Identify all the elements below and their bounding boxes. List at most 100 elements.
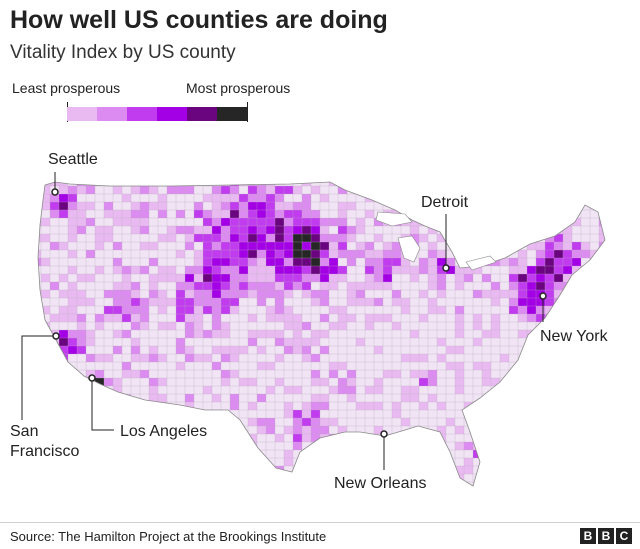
county-cell bbox=[545, 258, 554, 266]
county-cell bbox=[392, 274, 401, 282]
county-cell bbox=[320, 306, 329, 314]
county-cell bbox=[581, 194, 590, 202]
county-cell bbox=[401, 370, 410, 378]
county-cell bbox=[158, 202, 167, 210]
county-cell bbox=[545, 250, 554, 258]
county-cell bbox=[320, 182, 329, 186]
county-cell bbox=[68, 266, 77, 274]
county-cell bbox=[149, 442, 158, 450]
county-cell bbox=[599, 394, 605, 402]
county-cell bbox=[221, 242, 230, 250]
county-cell bbox=[203, 410, 212, 418]
county-cell bbox=[374, 298, 383, 306]
county-cell bbox=[320, 474, 329, 482]
county-cell bbox=[50, 354, 59, 362]
county-cell bbox=[185, 234, 194, 242]
county-cell bbox=[158, 354, 167, 362]
county-cell bbox=[446, 434, 455, 442]
county-cell bbox=[104, 338, 113, 346]
county-cell bbox=[167, 490, 176, 498]
county-cell bbox=[581, 442, 590, 450]
county-cell bbox=[527, 466, 536, 474]
county-cell bbox=[230, 266, 239, 274]
county-cell bbox=[536, 474, 545, 482]
county-cell bbox=[446, 330, 455, 338]
county-cell bbox=[356, 330, 365, 338]
county-cell bbox=[248, 482, 257, 486]
county-cell bbox=[257, 250, 266, 258]
county-cell bbox=[212, 346, 221, 354]
county-cell bbox=[329, 450, 338, 458]
county-cell bbox=[68, 378, 77, 386]
county-cell bbox=[581, 202, 590, 210]
county-cell bbox=[401, 434, 410, 442]
county-cell bbox=[356, 282, 365, 290]
county-cell bbox=[194, 306, 203, 314]
county-cell bbox=[482, 490, 491, 498]
county-cell bbox=[536, 466, 545, 474]
county-cell bbox=[86, 226, 95, 234]
county-cell bbox=[545, 218, 554, 226]
county-cell bbox=[581, 290, 590, 298]
county-cell bbox=[59, 194, 68, 202]
county-cell bbox=[113, 314, 122, 322]
county-cell bbox=[302, 194, 311, 202]
county-cell bbox=[545, 266, 554, 274]
county-cell bbox=[194, 402, 203, 410]
county-cell bbox=[167, 266, 176, 274]
county-cell bbox=[527, 274, 536, 282]
county-cell bbox=[149, 354, 158, 362]
county-cell bbox=[257, 394, 266, 402]
county-cell bbox=[140, 474, 149, 482]
county-cell bbox=[95, 242, 104, 250]
county-cell bbox=[41, 258, 50, 266]
county-cell bbox=[212, 202, 221, 210]
county-cell bbox=[185, 346, 194, 354]
county-cell bbox=[59, 298, 68, 306]
county-cell bbox=[311, 426, 320, 434]
county-cell bbox=[320, 394, 329, 402]
county-cell bbox=[104, 490, 113, 498]
county-cell bbox=[365, 182, 374, 186]
county-cell bbox=[302, 202, 311, 210]
county-cell bbox=[257, 362, 266, 370]
county-cell bbox=[284, 330, 293, 338]
county-cell bbox=[410, 282, 419, 290]
county-cell bbox=[104, 258, 113, 266]
county-cell bbox=[86, 282, 95, 290]
county-cell bbox=[50, 386, 59, 394]
county-cell bbox=[374, 410, 383, 418]
county-cell bbox=[41, 306, 50, 314]
county-cell bbox=[572, 402, 581, 410]
county-cell bbox=[518, 410, 527, 418]
county-cell bbox=[536, 394, 545, 402]
county-cell bbox=[239, 482, 248, 486]
county-cell bbox=[185, 466, 194, 474]
county-cell bbox=[266, 290, 275, 298]
county-cell bbox=[545, 346, 554, 354]
county-cell bbox=[266, 266, 275, 274]
county-cell bbox=[383, 426, 392, 434]
county-cell bbox=[608, 346, 617, 354]
county-cell bbox=[284, 410, 293, 418]
county-cell bbox=[59, 274, 68, 282]
county-cell bbox=[113, 490, 122, 498]
county-cell bbox=[491, 394, 500, 402]
county-cell bbox=[131, 474, 140, 482]
county-cell bbox=[203, 218, 212, 226]
county-cell bbox=[212, 402, 221, 410]
county-cell bbox=[563, 442, 572, 450]
county-cell bbox=[374, 274, 383, 282]
county-cell bbox=[419, 290, 428, 298]
county-cell bbox=[599, 194, 605, 202]
county-cell bbox=[185, 338, 194, 346]
county-cell bbox=[536, 242, 545, 250]
county-cell bbox=[203, 354, 212, 362]
county-cell bbox=[347, 330, 356, 338]
county-cell bbox=[311, 378, 320, 386]
county-cell bbox=[77, 330, 86, 338]
county-cell bbox=[266, 234, 275, 242]
county-cell bbox=[536, 218, 545, 226]
county-cell bbox=[239, 210, 248, 218]
county-cell bbox=[599, 182, 605, 186]
